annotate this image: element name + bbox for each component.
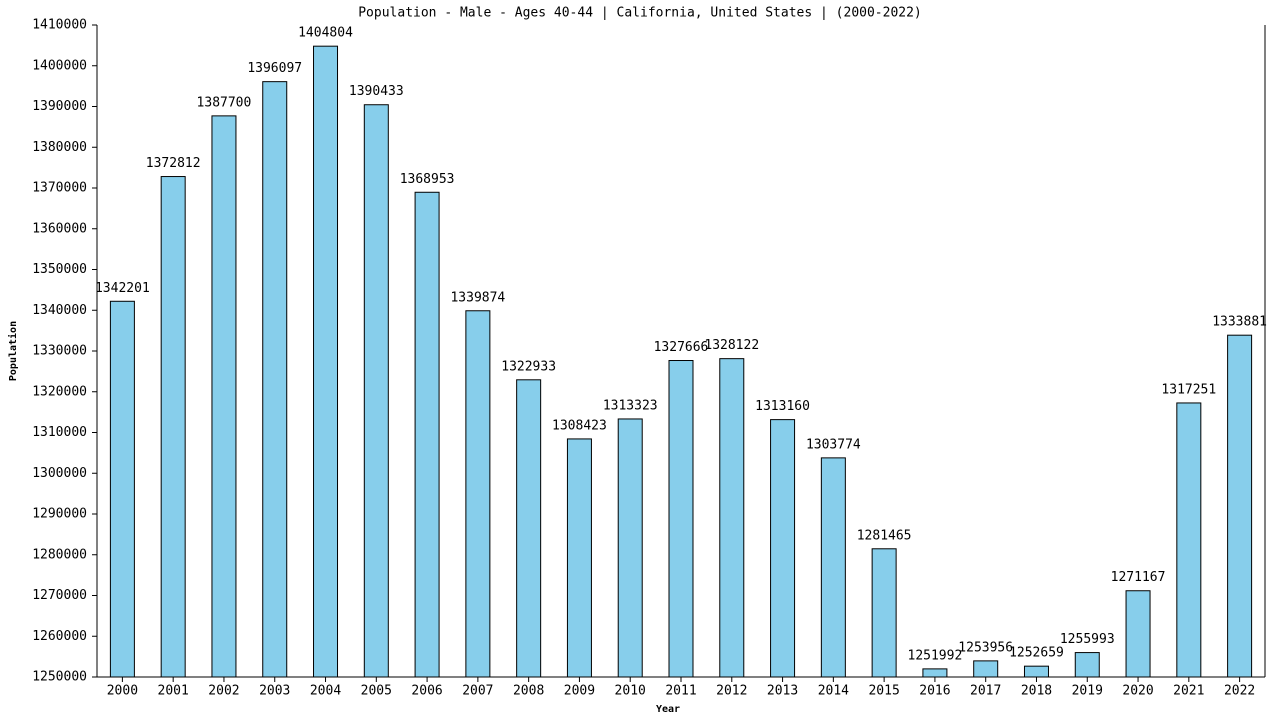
x-tick-label: 2018 (1021, 684, 1052, 699)
y-tick-label: 1360000 (32, 221, 87, 236)
x-tick-label: 2010 (615, 684, 646, 699)
y-tick-label: 1370000 (32, 181, 87, 196)
bar (719, 358, 745, 678)
x-tick-label: 2005 (361, 684, 392, 699)
x-tick-label: 2022 (1224, 684, 1255, 699)
bar (1125, 590, 1151, 678)
x-tick-label: 2017 (970, 684, 1001, 699)
value-label: 1255993 (1060, 632, 1115, 647)
y-tick-label: 1290000 (32, 507, 87, 522)
bar (871, 548, 897, 678)
bar (1176, 402, 1202, 678)
value-label: 1404804 (298, 26, 353, 41)
bar (617, 418, 643, 678)
bar (211, 115, 237, 678)
x-tick-label: 2006 (411, 684, 442, 699)
value-label: 1390433 (349, 84, 404, 99)
x-tick-label: 2015 (868, 684, 899, 699)
y-tick-label: 1310000 (32, 425, 87, 440)
x-tick-label: 2009 (564, 684, 595, 699)
bar (1074, 652, 1100, 678)
y-tick-label: 1260000 (32, 629, 87, 644)
x-tick-label: 2012 (716, 684, 747, 699)
bar (922, 668, 948, 678)
value-label: 1328122 (704, 338, 759, 353)
x-tick-label: 2008 (513, 684, 544, 699)
x-tick-label: 2001 (158, 684, 189, 699)
value-label: 1322933 (501, 359, 556, 374)
bar (313, 45, 339, 678)
x-tick-label: 2003 (259, 684, 290, 699)
value-label: 1271167 (1111, 570, 1166, 585)
x-axis-label: Year (656, 704, 680, 715)
y-tick-label: 1320000 (32, 384, 87, 399)
bar (262, 81, 288, 678)
value-label: 1303774 (806, 437, 861, 452)
value-label: 1313323 (603, 398, 658, 413)
bar (973, 660, 999, 678)
bar (363, 104, 389, 678)
value-label: 1327666 (654, 340, 709, 355)
x-tick-label: 2020 (1122, 684, 1153, 699)
value-label: 1387700 (197, 95, 252, 110)
bar (516, 379, 542, 678)
value-label: 1333881 (1212, 315, 1267, 330)
bar (668, 360, 694, 678)
value-label: 1251992 (908, 648, 963, 663)
value-label: 1281465 (857, 528, 912, 543)
y-tick-label: 1330000 (32, 344, 87, 359)
x-tick-label: 2021 (1173, 684, 1204, 699)
x-tick-label: 2013 (767, 684, 798, 699)
bar (1227, 334, 1253, 678)
chart-title: Population - Male - Ages 40-44 | Califor… (358, 6, 922, 21)
x-tick-label: 2002 (208, 684, 239, 699)
bar (1023, 665, 1049, 678)
bar (109, 300, 135, 678)
y-tick-label: 1350000 (32, 262, 87, 277)
y-tick-label: 1400000 (32, 58, 87, 73)
bar (160, 176, 186, 678)
bar (820, 457, 846, 678)
y-tick-label: 1250000 (32, 670, 87, 685)
bar (770, 419, 796, 678)
value-label: 1308423 (552, 418, 607, 433)
x-tick-label: 2019 (1072, 684, 1103, 699)
bar (566, 438, 592, 678)
value-label: 1317251 (1161, 382, 1216, 397)
value-label: 1368953 (400, 172, 455, 187)
value-label: 1252659 (1009, 646, 1064, 661)
y-tick-label: 1270000 (32, 588, 87, 603)
x-tick-label: 2014 (818, 684, 849, 699)
x-tick-label: 2011 (665, 684, 696, 699)
bar (465, 310, 491, 678)
x-tick-label: 2004 (310, 684, 341, 699)
y-tick-label: 1300000 (32, 466, 87, 481)
y-tick-label: 1280000 (32, 547, 87, 562)
bar (414, 191, 440, 678)
y-tick-label: 1380000 (32, 140, 87, 155)
y-axis-label: Population (7, 321, 19, 381)
value-label: 1396097 (247, 61, 302, 76)
value-label: 1372812 (146, 156, 201, 171)
x-tick-label: 2016 (919, 684, 950, 699)
y-tick-label: 1410000 (32, 18, 87, 33)
x-tick-label: 2000 (107, 684, 138, 699)
x-tick-label: 2007 (462, 684, 493, 699)
y-tick-label: 1340000 (32, 303, 87, 318)
value-label: 1313160 (755, 399, 810, 414)
y-tick-label: 1390000 (32, 99, 87, 114)
value-label: 1339874 (450, 290, 505, 305)
value-label: 1342201 (95, 281, 150, 296)
value-label: 1253956 (958, 640, 1013, 655)
